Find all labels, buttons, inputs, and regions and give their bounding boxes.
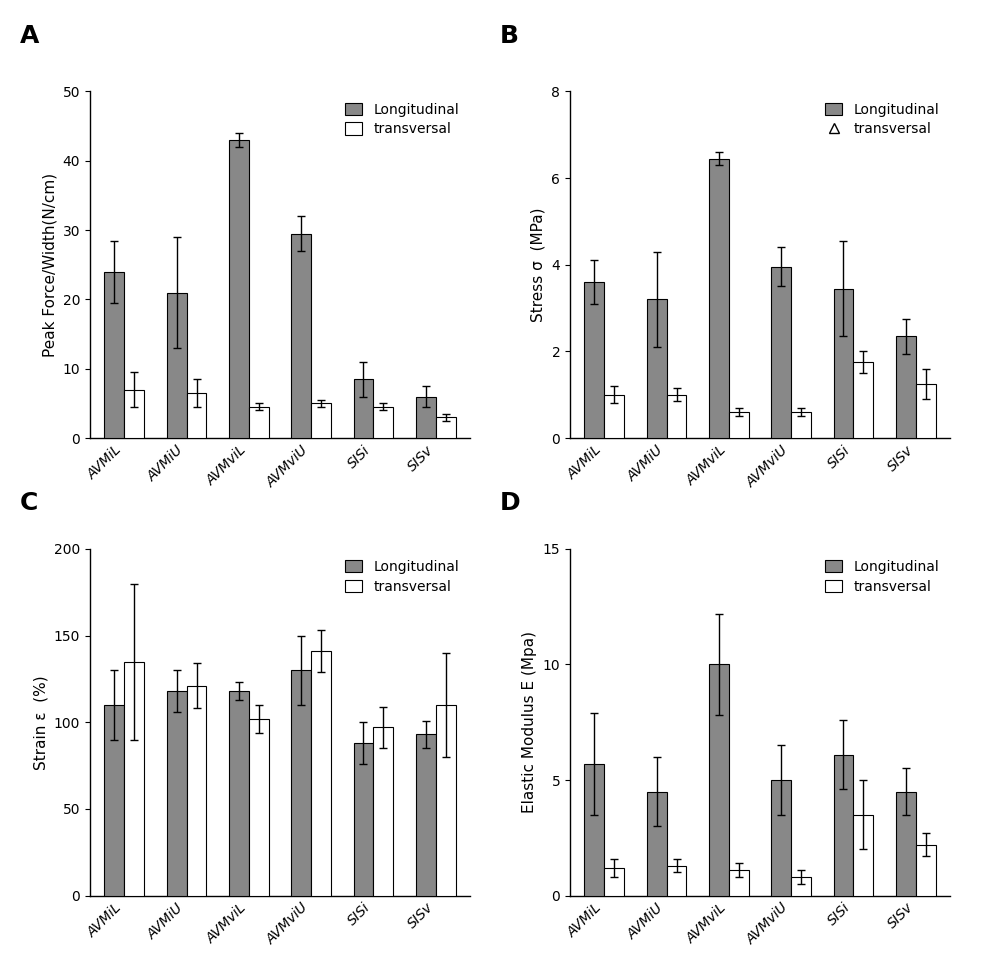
- Legend: Longitudinal, transversal: Longitudinal, transversal: [341, 98, 463, 141]
- Bar: [791, 877, 811, 896]
- Bar: [416, 735, 436, 896]
- Bar: [916, 845, 936, 896]
- Bar: [667, 866, 686, 896]
- Text: B: B: [500, 24, 519, 48]
- Bar: [249, 718, 269, 896]
- Bar: [354, 743, 373, 896]
- Bar: [853, 362, 873, 438]
- Bar: [187, 393, 206, 438]
- Bar: [896, 336, 916, 438]
- Bar: [771, 780, 791, 896]
- Bar: [187, 686, 206, 896]
- Bar: [311, 651, 331, 896]
- Bar: [229, 691, 249, 896]
- Bar: [834, 755, 853, 896]
- Bar: [896, 792, 916, 896]
- Bar: [834, 289, 853, 438]
- Bar: [436, 705, 456, 896]
- Bar: [436, 417, 456, 438]
- Bar: [853, 815, 873, 896]
- Bar: [373, 407, 393, 438]
- Bar: [167, 691, 187, 896]
- Bar: [104, 705, 124, 896]
- Bar: [584, 764, 604, 896]
- Bar: [771, 267, 791, 438]
- Bar: [729, 412, 749, 438]
- Bar: [124, 662, 144, 896]
- Text: C: C: [20, 491, 38, 515]
- Bar: [373, 727, 393, 896]
- Bar: [249, 407, 269, 438]
- Y-axis label: Peak Force/Width(N/cm): Peak Force/Width(N/cm): [42, 172, 57, 357]
- Bar: [124, 390, 144, 438]
- Bar: [916, 384, 936, 438]
- Bar: [167, 293, 187, 438]
- Legend: Longitudinal, transversal: Longitudinal, transversal: [821, 556, 943, 598]
- Bar: [604, 868, 624, 896]
- Bar: [354, 379, 373, 438]
- Bar: [104, 272, 124, 438]
- Bar: [667, 395, 686, 438]
- Bar: [584, 282, 604, 438]
- Legend: Longitudinal, transversal: Longitudinal, transversal: [341, 556, 463, 598]
- Bar: [311, 403, 331, 438]
- Bar: [229, 140, 249, 438]
- Bar: [709, 664, 729, 896]
- Bar: [604, 395, 624, 438]
- Bar: [647, 299, 667, 438]
- Bar: [291, 234, 311, 438]
- Bar: [291, 670, 311, 896]
- Bar: [791, 412, 811, 438]
- Text: D: D: [500, 491, 521, 515]
- Bar: [416, 397, 436, 438]
- Text: A: A: [20, 24, 39, 48]
- Y-axis label: Elastic Modulus E (Mpa): Elastic Modulus E (Mpa): [522, 632, 537, 813]
- Y-axis label: Strain ε  (%): Strain ε (%): [33, 675, 48, 769]
- Bar: [709, 159, 729, 438]
- Bar: [729, 871, 749, 896]
- Bar: [647, 792, 667, 896]
- Y-axis label: Stress σ  (MPa): Stress σ (MPa): [531, 208, 546, 322]
- Legend: Longitudinal, transversal: Longitudinal, transversal: [821, 98, 943, 141]
